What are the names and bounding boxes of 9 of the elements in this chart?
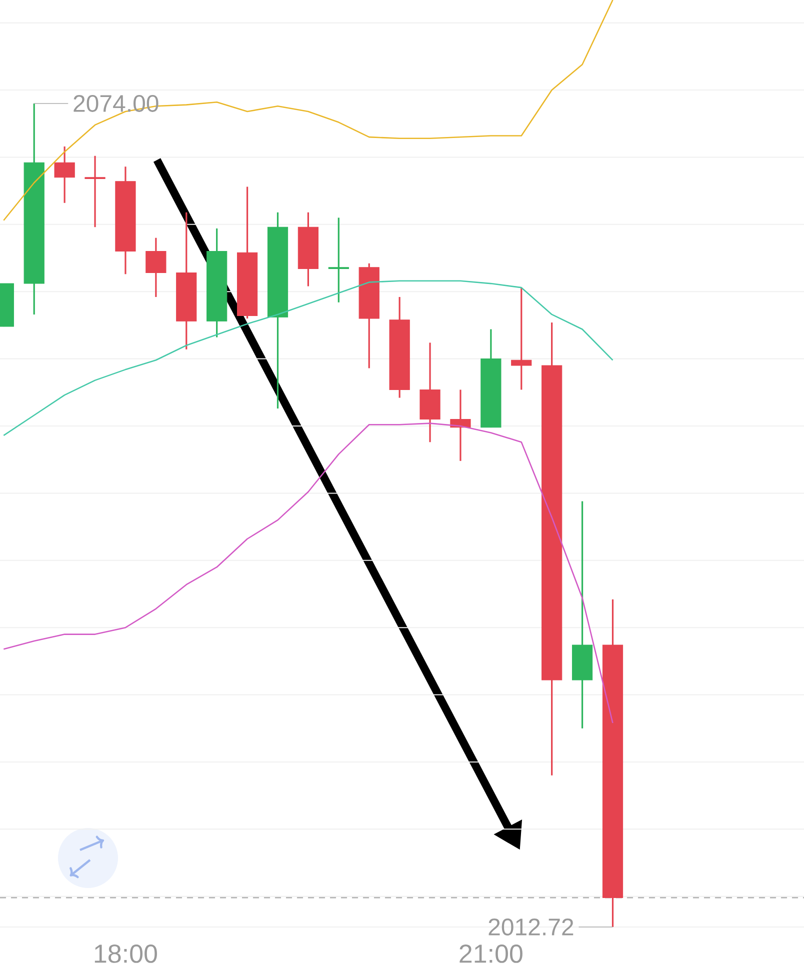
candlestick xyxy=(146,237,166,298)
annotation: 2074.00 xyxy=(74,94,158,112)
candlestick xyxy=(328,216,349,304)
x-tick-label: 18:00 xyxy=(94,944,157,963)
x-tick-label: 21:00 xyxy=(460,944,522,963)
candlestick xyxy=(54,146,75,204)
candlestick xyxy=(511,286,532,391)
annotation: 2012.72 xyxy=(488,918,574,936)
candlestick xyxy=(84,155,106,228)
